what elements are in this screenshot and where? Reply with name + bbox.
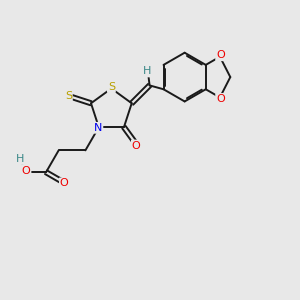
- Text: O: O: [216, 94, 225, 104]
- Text: H: H: [142, 66, 151, 76]
- Text: H: H: [16, 154, 25, 164]
- Text: O: O: [22, 166, 31, 176]
- Text: S: S: [65, 92, 72, 101]
- Text: O: O: [132, 140, 140, 151]
- Text: O: O: [60, 178, 69, 188]
- Text: S: S: [108, 82, 115, 92]
- Text: N: N: [94, 123, 102, 133]
- Text: O: O: [216, 50, 225, 60]
